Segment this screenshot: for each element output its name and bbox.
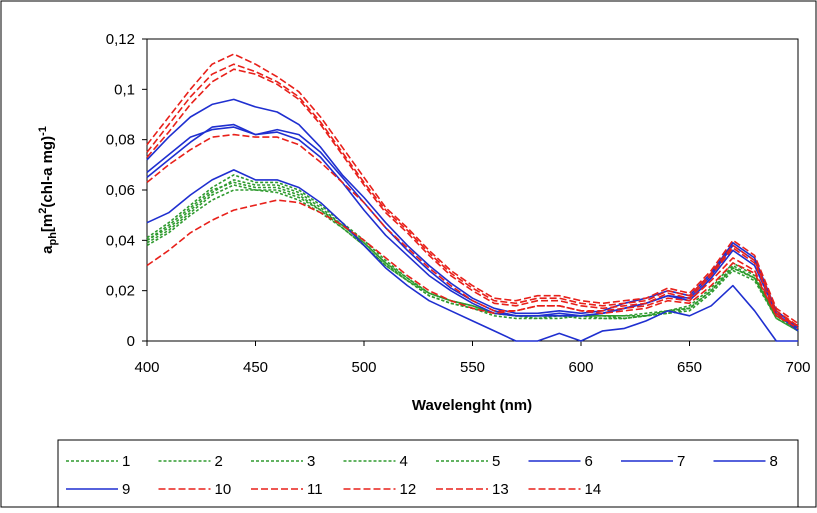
x-tick-label: 550 xyxy=(460,359,485,376)
y-axis-title-part: ph xyxy=(47,232,59,246)
y-axis-title-part: -1 xyxy=(37,126,49,136)
series-line-2 xyxy=(146,174,799,332)
x-tick-label: 700 xyxy=(785,359,810,376)
x-tick-label: 400 xyxy=(134,359,159,376)
legend-label-1: 1 xyxy=(122,453,130,470)
legend-label-3: 3 xyxy=(307,453,315,470)
legend-label-2: 2 xyxy=(215,453,223,470)
legend-label-10: 10 xyxy=(215,481,232,498)
legend-label-4: 4 xyxy=(400,453,408,470)
legend-label-11: 11 xyxy=(307,481,323,498)
x-tick-label: 650 xyxy=(677,359,702,376)
series-line-12 xyxy=(146,63,799,327)
series-line-11 xyxy=(146,68,799,327)
legend-label-5: 5 xyxy=(492,453,500,470)
legend: 1 2 3 4 5 6 7 89 10 11 12 13 14 xyxy=(66,453,778,498)
x-tick-label: 450 xyxy=(243,359,268,376)
y-tick-label: 0,06 xyxy=(106,182,135,199)
legend-label-6: 6 xyxy=(585,453,593,470)
y-axis-ticks: 0 0,02 0,04 0,06 0,08 0,1 0,12 xyxy=(106,31,147,350)
x-axis-title: Wavelenght (nm) xyxy=(412,397,532,414)
y-axis-title: aph[m2(chl-a mg)-1 xyxy=(37,126,59,254)
legend-label-8: 8 xyxy=(770,453,778,470)
legend-label-13: 13 xyxy=(492,481,509,498)
legend-box xyxy=(57,439,799,508)
x-tick-label: 600 xyxy=(568,359,593,376)
legend-label-12: 12 xyxy=(400,481,417,498)
y-tick-label: 0 xyxy=(127,333,135,350)
y-tick-label: 0,02 xyxy=(106,283,135,300)
x-tick-label: 500 xyxy=(351,359,376,376)
series-layer xyxy=(146,53,799,342)
series-line-6 xyxy=(146,169,798,342)
y-axis-title-part: [m xyxy=(39,214,56,232)
series-line-5 xyxy=(146,184,799,330)
series-line-10 xyxy=(146,199,799,330)
legend-label-9: 9 xyxy=(122,481,130,498)
x-axis-ticks: 400 450 500 550 600 650 700 xyxy=(134,341,811,376)
y-axis-title-part: 2 xyxy=(37,208,49,214)
y-axis-title-part: (chl-a mg) xyxy=(39,136,56,208)
y-axis-title-part: a xyxy=(39,245,56,254)
y-tick-label: 0,12 xyxy=(106,31,135,48)
y-tick-label: 0,1 xyxy=(114,81,135,98)
legend-label-14: 14 xyxy=(585,481,602,498)
series-line-13 xyxy=(146,53,799,325)
legend-label-7: 7 xyxy=(677,453,685,470)
y-tick-label: 0,08 xyxy=(106,132,135,149)
series-line-14 xyxy=(146,133,799,327)
y-tick-label: 0,04 xyxy=(106,232,135,249)
